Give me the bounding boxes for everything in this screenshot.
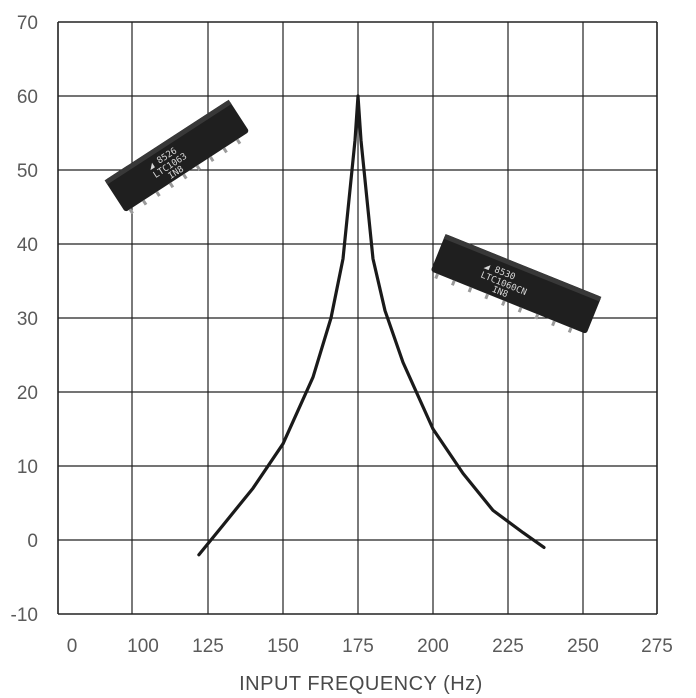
ic-chip-left: ◢ 8526 LTC1063 IN8: [104, 99, 249, 215]
y-tick-label: 30: [17, 309, 38, 330]
y-axis-labels: 70 60 50 40 30 20 10 0 -10: [11, 13, 38, 626]
x-axis-labels: 0 100 125 150 175 200 225 250 275: [67, 636, 673, 657]
y-tick-label: 0: [27, 531, 38, 552]
y-tick-label: 40: [17, 235, 38, 256]
x-axis-title: INPUT FREQUENCY (Hz): [239, 673, 483, 695]
y-tick-label: 10: [17, 457, 38, 478]
series-line: [197, 94, 546, 557]
x-tick-label: 150: [267, 636, 299, 657]
x-tick-label: 125: [192, 636, 224, 657]
y-tick-label: 50: [17, 161, 38, 182]
y-tick-label: -10: [11, 605, 38, 626]
x-tick-label: 275: [641, 636, 673, 657]
x-tick-label: 175: [342, 636, 374, 657]
ic-chip-right: ◢ 8530 LTC1060CN IN8: [431, 233, 602, 334]
x-tick-label: 200: [417, 636, 449, 657]
x-tick-label: 0: [67, 636, 78, 657]
x-tick-label: 100: [127, 636, 159, 657]
y-tick-label: 20: [17, 383, 38, 404]
series-group: [197, 94, 546, 557]
x-tick-label: 250: [567, 636, 599, 657]
y-tick-label: 70: [17, 13, 38, 34]
x-tick-label: 225: [492, 636, 524, 657]
y-tick-label: 60: [17, 87, 38, 108]
